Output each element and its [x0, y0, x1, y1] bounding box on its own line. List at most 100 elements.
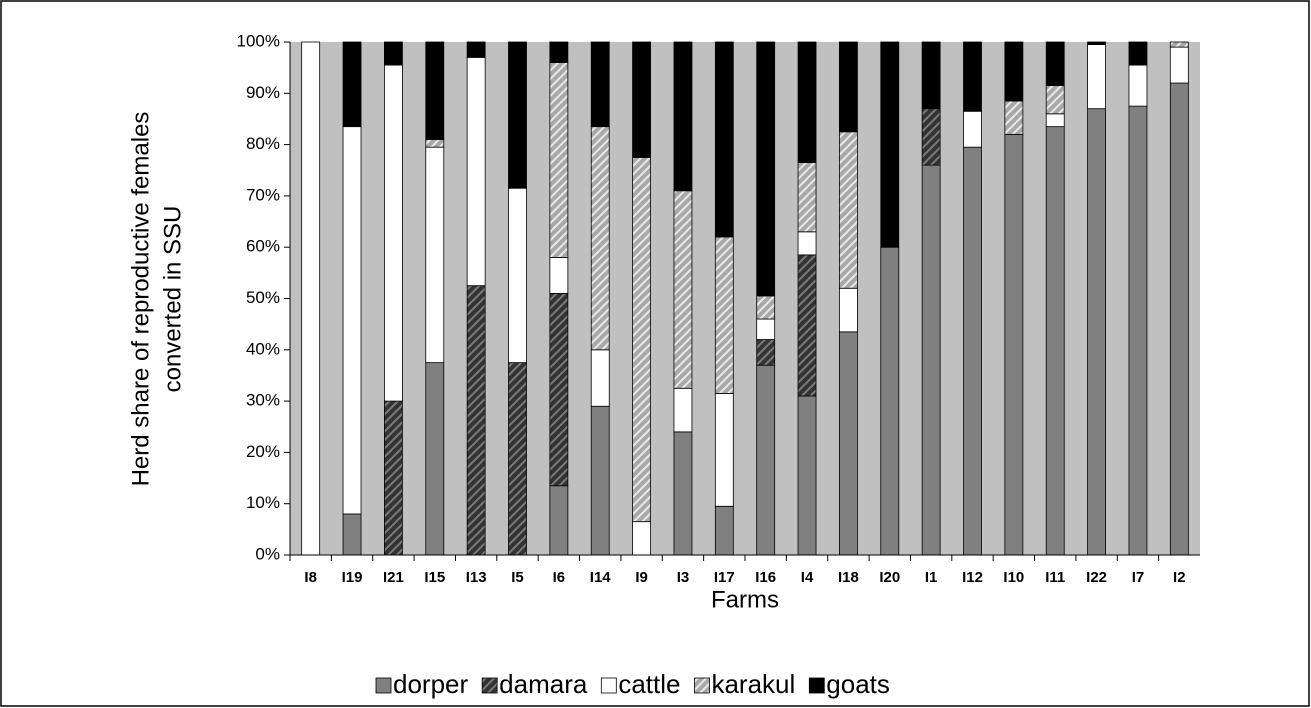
bar-segment [1169, 41, 1189, 48]
bar-segment [1004, 100, 1024, 135]
bar-segment [508, 187, 527, 364]
bar-segment [673, 431, 693, 556]
x-tick-label: I9 [635, 569, 648, 586]
y-tick-label: 0% [255, 544, 280, 563]
bar-segment [632, 521, 651, 556]
bar-segment [921, 164, 941, 556]
bar-segment [590, 41, 610, 128]
x-tick-label: I2 [1173, 569, 1186, 586]
legend-swatch [481, 677, 498, 694]
bar-segment [714, 236, 734, 394]
bar-segment [384, 64, 403, 402]
bar-segment [342, 41, 362, 128]
bar-segment [590, 349, 610, 407]
legend-label: damara [499, 669, 588, 699]
bar-segment [632, 41, 651, 158]
bar-segment [1045, 126, 1065, 556]
bar-segment [963, 41, 982, 112]
bar-segment [1087, 44, 1106, 110]
bar-segment [1087, 41, 1106, 45]
bar-segment [756, 41, 776, 297]
y-tick-label: 100% [237, 31, 280, 50]
x-tick-label: I12 [962, 569, 983, 586]
legend-swatch [600, 677, 617, 694]
x-tick-label: I14 [590, 569, 612, 586]
bar-segment [384, 400, 403, 556]
y-axis-label: Herd share of reproductive females [127, 112, 154, 487]
legend-label: karakul [711, 669, 795, 699]
bar-segment [549, 257, 569, 294]
x-tick-label: I5 [511, 569, 524, 586]
bar-segment [839, 131, 858, 289]
x-tick-label: I18 [838, 569, 859, 586]
x-tick-label: I17 [714, 569, 735, 586]
bar-segment [1004, 133, 1024, 556]
bar-segment [1128, 41, 1148, 66]
bar-segment [425, 362, 445, 556]
bar-segment [756, 295, 776, 320]
bar-segment [673, 387, 693, 433]
x-tick-label: I4 [801, 569, 814, 586]
bar-segment [797, 41, 817, 163]
bar-segment [714, 393, 734, 507]
legend-swatch [694, 677, 710, 694]
bar-segment [797, 395, 817, 556]
x-tick-label: I21 [383, 569, 404, 586]
bar-segment [714, 505, 734, 556]
bar-segment [797, 231, 817, 256]
x-tick-label: I19 [342, 569, 363, 586]
bar-segment [549, 62, 569, 258]
bar-segment [714, 41, 734, 238]
bar-segment [425, 146, 445, 364]
legend-label: dorper [393, 669, 468, 699]
x-tick-label: I11 [1045, 569, 1065, 586]
x-tick-label: I6 [553, 569, 566, 586]
y-tick-label: 70% [246, 185, 280, 204]
bar-segment [1045, 113, 1065, 128]
x-tick-label: I16 [755, 569, 776, 586]
bar-segment [756, 318, 776, 340]
bar-segment [921, 41, 941, 110]
x-tick-label: I10 [1003, 569, 1024, 586]
bar-segment [1128, 64, 1148, 107]
bar-segment [466, 41, 486, 58]
bar-segment [1169, 82, 1189, 556]
bar-segment [963, 146, 982, 556]
legend-label: cattle [618, 669, 680, 699]
bar-segment [508, 362, 527, 556]
bar-segment [1128, 105, 1148, 556]
y-tick-label: 50% [246, 288, 280, 307]
x-tick-label: I15 [424, 569, 445, 586]
y-tick-label: 30% [246, 391, 280, 410]
bar-segment [590, 126, 610, 351]
y-tick-label: 20% [246, 442, 280, 461]
bar-segment [921, 108, 941, 166]
x-tick-label: I1 [925, 569, 938, 586]
bar-segment [839, 41, 858, 133]
bar-segment [797, 162, 817, 233]
x-tick-label: I22 [1086, 569, 1107, 586]
bar-segment [880, 246, 900, 556]
bar-segment [632, 157, 651, 523]
bar-segment [425, 139, 445, 148]
bar-segment [301, 41, 321, 556]
x-tick-label: I20 [879, 569, 900, 586]
bar-segment [466, 56, 486, 287]
legend-swatch [375, 677, 392, 694]
bar-segment [797, 254, 817, 397]
bar-segment [673, 41, 693, 192]
x-tick-label: I13 [466, 569, 487, 586]
legend-label: goats [826, 669, 890, 699]
bar-segment [839, 331, 858, 556]
bar-segment [1004, 41, 1024, 102]
bar-segment [1045, 41, 1065, 87]
bar-segment [342, 126, 362, 515]
bar-segment [756, 339, 776, 366]
x-axis-label: Farms [711, 586, 779, 613]
y-tick-label: 90% [246, 83, 280, 102]
bar-segment [384, 41, 403, 66]
bar-segment [508, 41, 527, 189]
y-axis-label: converted in SSU [159, 206, 186, 393]
y-tick-label: 40% [246, 339, 280, 358]
bar-segment [425, 41, 445, 140]
